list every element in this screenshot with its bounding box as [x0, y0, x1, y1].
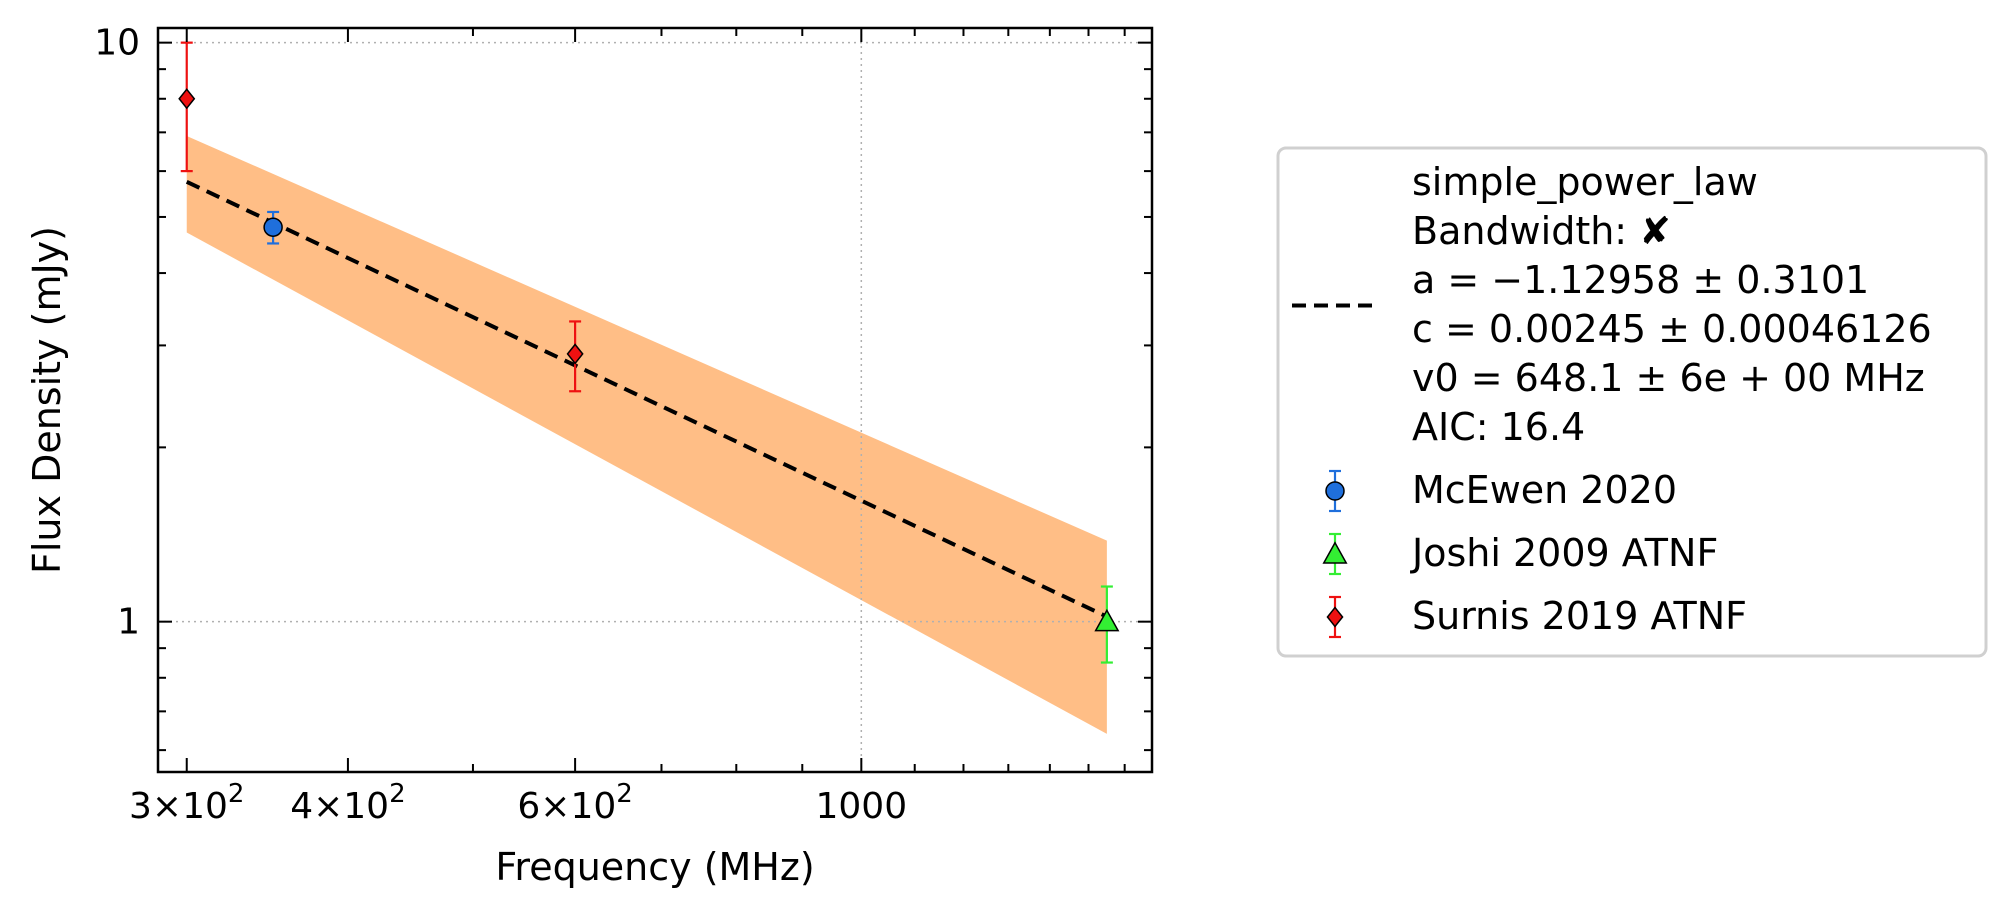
legend-fit-line-1: Bandwidth: ✘ — [1412, 209, 1671, 253]
legend-series-label: Joshi 2009 ATNF — [1410, 531, 1718, 575]
legend-swatch-diamond — [1326, 595, 1344, 639]
legend-fit-line-0: simple_power_law — [1412, 160, 1758, 204]
legend-swatch-triangle — [1322, 532, 1348, 576]
x-tick-label: 3×102 — [129, 779, 244, 827]
axis-ticks — [158, 28, 1152, 772]
x-tick-base: 6×10 — [517, 786, 616, 827]
legend-fit-line-3: c = 0.00245 ± 0.00046126 — [1412, 307, 1932, 351]
fit-line — [185, 179, 1108, 619]
x-tick-label: 4×102 — [290, 779, 405, 827]
data-point-circle — [263, 217, 283, 237]
x-tick-exp: 2 — [616, 779, 633, 809]
legend-marker-diamond — [1326, 606, 1344, 628]
data-point-diamond — [566, 343, 584, 365]
y-tick-label: 1 — [117, 602, 140, 643]
axes-frame — [156, 26, 1154, 774]
data-points — [178, 41, 1120, 664]
x-tick-exp: 2 — [389, 779, 406, 809]
fit-uncertainty-band — [186, 135, 1107, 734]
legend-box — [1276, 146, 1988, 658]
legend-series-label: McEwen 2020 — [1412, 468, 1677, 512]
x-tick-base: 3×10 — [129, 786, 228, 827]
legend-fit-line-5: AIC: 16.4 — [1412, 405, 1585, 449]
x-axis-label: Frequency (MHz) — [495, 845, 814, 889]
legend-marker-circle — [1325, 481, 1345, 501]
legend-fit-line-2: a = −1.12958 ± 0.3101 — [1412, 258, 1869, 302]
legend-series-label: Surnis 2019 ATNF — [1412, 594, 1747, 638]
data-point-diamond — [178, 88, 196, 110]
data-point-triangle — [1094, 608, 1120, 632]
x-tick-exp: 2 — [228, 779, 245, 809]
legend-marker-triangle — [1322, 541, 1348, 564]
x-tick-label: 1000 — [816, 786, 908, 827]
plot-area — [158, 28, 1152, 772]
x-tick-base: 4×10 — [290, 786, 389, 827]
y-tick-label: 10 — [94, 23, 140, 64]
y-axis-label: Flux Density (mJy) — [25, 226, 69, 574]
x-tick-label: 6×102 — [517, 779, 632, 827]
legend-swatch-circle — [1325, 469, 1345, 513]
legend-fit-line-4: v0 = 648.1 ± 6e + 00 MHz — [1412, 356, 1925, 400]
